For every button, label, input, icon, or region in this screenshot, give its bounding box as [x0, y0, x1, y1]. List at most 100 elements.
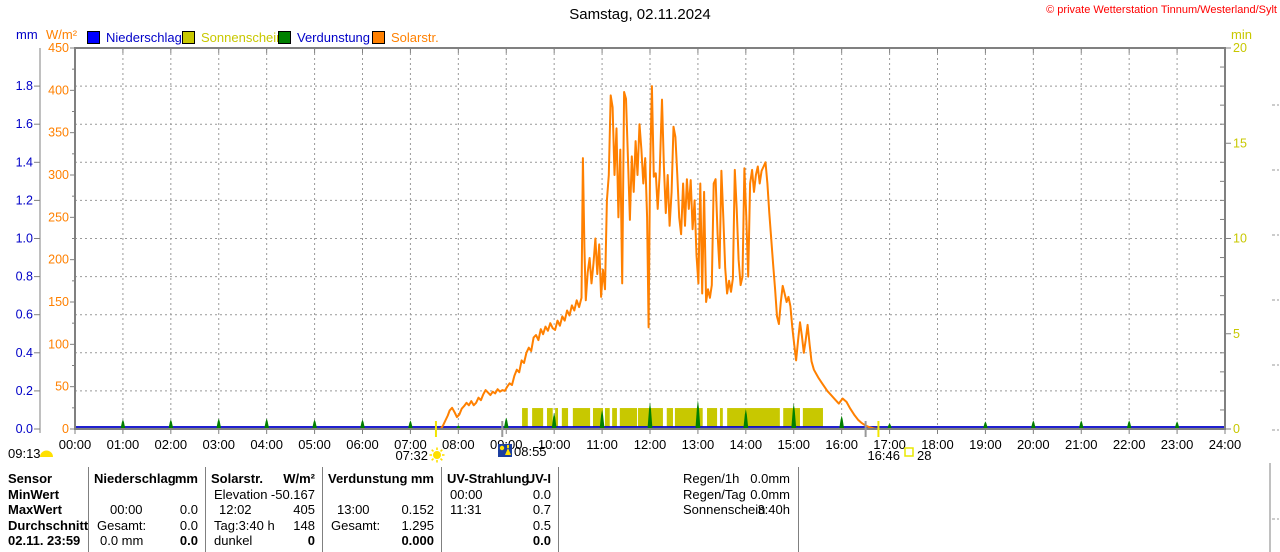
value: 0.152 [401, 502, 434, 518]
left-axis-unit-mm: mm [16, 27, 38, 42]
left-axis-unit-wm2: W/m² [46, 27, 78, 42]
evaporation-spike [1078, 420, 1084, 429]
sunshine-bar [612, 408, 617, 427]
summary-value: 3:40h [757, 502, 790, 518]
x-tick-label: 15:00 [777, 437, 810, 452]
value: 0.5 [532, 517, 551, 533]
evaporation-spike [407, 420, 413, 429]
evaporation-spike [503, 417, 509, 429]
mm-tick-label: 0.2 [16, 384, 33, 398]
table-separator [798, 467, 799, 552]
evaporation-spike [839, 415, 845, 429]
summary-label: Regen/Tag [683, 486, 746, 502]
sensor-row-label: MinWert [8, 486, 60, 502]
x-tick-label: 12:00 [634, 437, 667, 452]
summary-label: Regen/1h [683, 471, 740, 486]
x-tick-label: 10:00 [538, 437, 571, 452]
mm-tick-label: 1.0 [16, 232, 33, 246]
w-tick-label: 400 [48, 83, 69, 97]
w-tick-label: 50 [55, 380, 69, 394]
x-tick-label: 08:00 [442, 437, 475, 452]
sunshine-bar [666, 408, 673, 427]
x-tick-label: 05:00 [298, 437, 331, 452]
sunshine-bar [783, 408, 800, 427]
w-tick-label: 150 [48, 295, 69, 309]
legend-label: Sonnenschein [201, 30, 284, 45]
min-tick-label: 10 [1233, 232, 1247, 246]
value: -50.167 [270, 486, 315, 502]
legend-swatch-icon [278, 31, 291, 44]
sunshine-bar [522, 408, 528, 427]
value-label: 11:31 [450, 502, 482, 518]
solar-radiation-line [439, 85, 878, 430]
evaporation-spike [551, 412, 557, 429]
legend-swatch-icon [182, 31, 195, 44]
w-tick-label: 300 [48, 168, 69, 182]
x-tick-label: 04:00 [250, 437, 283, 452]
min-tick-label: 15 [1233, 136, 1247, 150]
value: 0.0 [179, 502, 198, 518]
x-tick-label: 00:00 [59, 437, 92, 452]
column-header: UV-Strahlung [447, 471, 530, 486]
sunshine-bar [802, 408, 823, 427]
sunset-icon [904, 447, 914, 457]
mm-tick-label: 1.6 [16, 117, 33, 131]
summary-label: Sonnenschein [683, 502, 766, 518]
evaporation-spike [1174, 421, 1180, 429]
mm-tick-label: 0.4 [16, 346, 33, 360]
copyright-notice: © private Wetterstation Tinnum/Westerlan… [1046, 4, 1277, 16]
legend-item-verdunstung: Verdunstung [278, 30, 370, 45]
value-label: Gesamt: [331, 517, 381, 533]
sunshine-bar [572, 408, 591, 427]
x-tick-label: 24:00 [1209, 437, 1242, 452]
x-tick-label: 18:00 [921, 437, 954, 452]
value: 1.295 [401, 517, 434, 533]
x-tick-label: 13:00 [682, 437, 715, 452]
moonrise-icon-arrow [505, 445, 511, 455]
evaporation-spike [216, 418, 222, 429]
evaporation-spike [360, 419, 365, 429]
value-label: 00:00 [110, 502, 143, 518]
sunshine-bar [532, 408, 544, 427]
moonset-icon [40, 450, 53, 457]
mm-tick-label: 1.8 [16, 79, 33, 93]
x-tick-label: 03:00 [202, 437, 235, 452]
w-tick-label: 200 [48, 253, 69, 267]
mm-tick-label: 0.6 [16, 308, 33, 322]
sunrise-time: 07:32 [395, 448, 428, 463]
sunshine-bar [555, 408, 558, 427]
x-tick-label: 16:00 [825, 437, 858, 452]
value-label: 12:02 [219, 502, 252, 518]
column-header: Niederschlag [94, 471, 176, 486]
evaporation-spike [647, 402, 653, 429]
column-header: Verdunstung [328, 471, 408, 486]
x-tick-label: 11:00 [586, 437, 618, 452]
evaporation-spike [264, 418, 270, 429]
x-tick-label: 17:00 [873, 437, 906, 452]
column-unit: mm [410, 471, 434, 486]
evaporation-spike [168, 419, 174, 429]
value: 0.0 [532, 486, 551, 502]
legend-label: Verdunstung [297, 30, 371, 45]
moonrise-icon [498, 444, 512, 457]
value: 148 [293, 517, 315, 533]
column-unit: W/m² [283, 471, 315, 486]
sensor-row-label: Durchschnitt [8, 517, 89, 533]
evaporation-spike [1126, 420, 1132, 429]
moonset-time: 09:13 [8, 446, 41, 461]
legend-swatch-icon [87, 31, 100, 44]
evaporation-spike [791, 403, 797, 429]
evaporation-spike [120, 419, 126, 429]
sunset-time: 16:46 [867, 448, 900, 463]
moonrise-time: 08:55 [514, 444, 547, 459]
moon-value: 28 [917, 448, 931, 463]
value-label: dunkel [214, 533, 253, 549]
evaporation-spike [695, 400, 701, 429]
page-title: Samstag, 02.11.2024 [569, 6, 711, 23]
value: 405 [293, 502, 315, 518]
w-tick-label: 100 [48, 337, 69, 351]
value: 0 [307, 533, 315, 549]
min-tick-label: 0 [1233, 422, 1240, 436]
evaporation-spike [1030, 420, 1036, 429]
value: 0.0 [532, 533, 551, 549]
